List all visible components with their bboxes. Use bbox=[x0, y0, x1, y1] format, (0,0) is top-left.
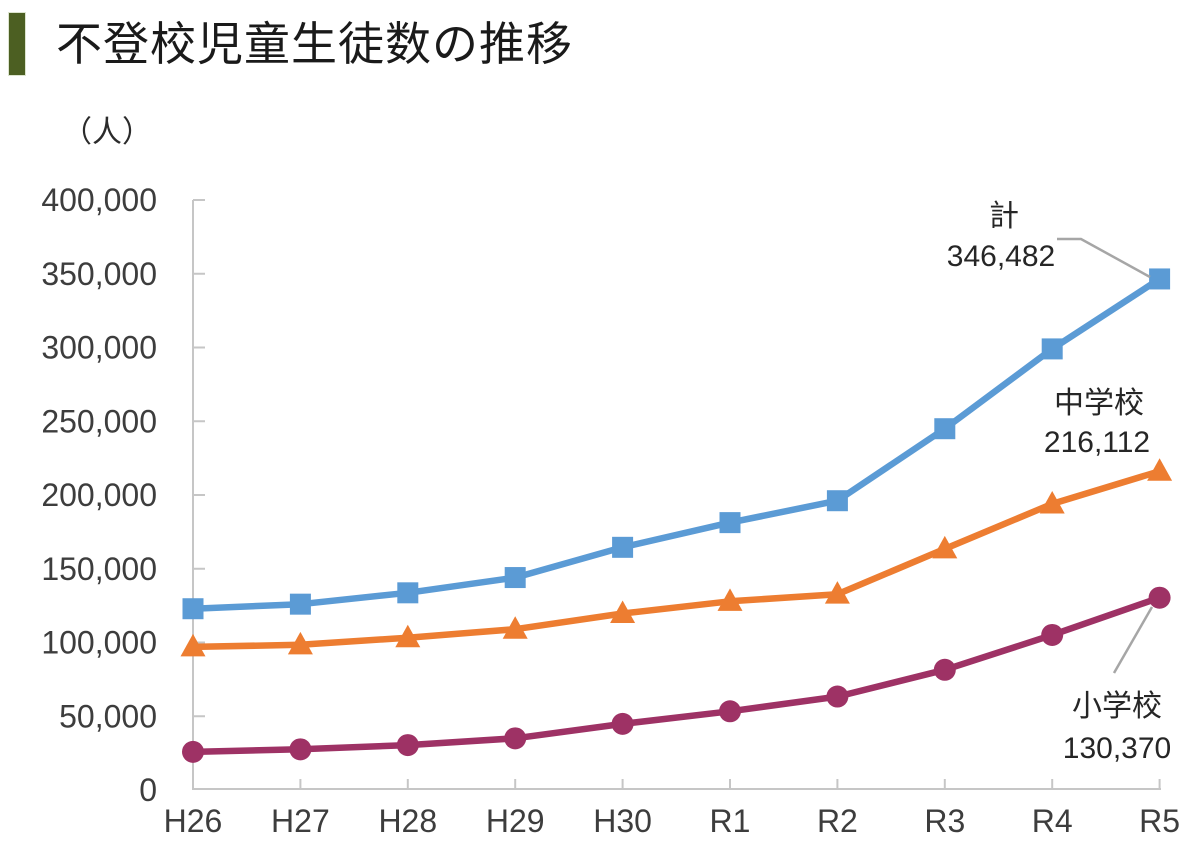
data-point-marker-triangle bbox=[1039, 490, 1065, 514]
y-axis-tick-label: 100,000 bbox=[41, 625, 157, 661]
data-point-marker-square bbox=[1149, 268, 1171, 290]
series-line-square bbox=[189, 275, 1163, 612]
y-axis-tick-label: 300,000 bbox=[41, 330, 157, 366]
x-axis-tick-label: R2 bbox=[817, 803, 858, 839]
data-point-marker-circle bbox=[611, 712, 634, 735]
x-axis-tick-label: R1 bbox=[710, 803, 751, 839]
data-point-marker-circle bbox=[826, 685, 849, 708]
title-accent-bar bbox=[8, 12, 26, 76]
data-point-marker-circle bbox=[719, 700, 741, 723]
annotation-series-label: 小学校 bbox=[1072, 690, 1162, 723]
data-point-marker-square bbox=[934, 418, 956, 440]
data-point-marker-square bbox=[719, 512, 741, 534]
data-point-marker-triangle bbox=[1147, 458, 1173, 481]
y-axis-tick-label: 350,000 bbox=[41, 256, 157, 292]
data-point-marker-square bbox=[504, 567, 526, 589]
y-axis-tick-label: 0 bbox=[139, 772, 157, 808]
x-axis-tick-label: R4 bbox=[1032, 803, 1073, 839]
annotation-series-label: 中学校 bbox=[1054, 387, 1144, 420]
y-axis-tick-label: 50,000 bbox=[59, 698, 157, 734]
data-point-marker-triangle bbox=[395, 624, 421, 648]
page-title: 不登校児童生徒数の推移 bbox=[56, 17, 573, 70]
data-point-marker-triangle bbox=[932, 535, 958, 559]
annotation-leader-line bbox=[1057, 237, 1151, 279]
data-point-marker-triangle bbox=[180, 633, 206, 657]
annotation-value-label: 216,112 bbox=[1044, 426, 1150, 459]
x-axis-tick-label: R3 bbox=[924, 803, 965, 839]
data-point-marker-circle bbox=[396, 734, 419, 757]
series-line-circle bbox=[189, 594, 1163, 756]
data-point-marker-square bbox=[1041, 338, 1063, 360]
data-point-marker-circle bbox=[933, 658, 956, 681]
x-axis-tick-label: H30 bbox=[593, 803, 652, 839]
data-point-marker-circle bbox=[504, 727, 527, 750]
data-point-marker-square bbox=[397, 582, 419, 604]
y-axis-tick-label: 150,000 bbox=[41, 551, 157, 587]
data-point-marker-square bbox=[612, 536, 634, 558]
x-axis-tick-label: H26 bbox=[164, 803, 223, 839]
data-point-marker-square bbox=[826, 490, 848, 512]
x-axis-tick-label: H28 bbox=[378, 803, 437, 839]
x-axis-tick-label: H27 bbox=[271, 803, 330, 839]
data-point-marker-triangle bbox=[287, 631, 313, 655]
annotation-series-label: 計 bbox=[989, 200, 1019, 233]
data-point-marker-circle bbox=[289, 738, 312, 761]
data-point-marker-triangle bbox=[717, 588, 743, 611]
x-axis-tick-label: R5 bbox=[1139, 803, 1180, 839]
y-axis-tick-label: 250,000 bbox=[41, 403, 157, 439]
series-line-triangle bbox=[189, 467, 1163, 651]
data-point-marker-triangle bbox=[610, 600, 636, 623]
annotation-value-label: 130,370 bbox=[1063, 732, 1171, 765]
y-axis-tick-label: 200,000 bbox=[41, 477, 157, 513]
data-point-marker-triangle bbox=[824, 581, 850, 604]
annotation-value-label: 346,482 bbox=[947, 240, 1055, 273]
data-point-marker-triangle bbox=[502, 616, 528, 639]
x-axis-tick-label: H29 bbox=[486, 803, 545, 839]
data-point-marker-circle bbox=[182, 740, 204, 763]
data-point-marker-square bbox=[182, 598, 204, 620]
annotation-leader-line bbox=[1112, 606, 1154, 674]
y-axis-tick-label: 400,000 bbox=[41, 182, 157, 218]
y-axis-unit-label: （人） bbox=[62, 116, 152, 149]
data-point-marker-circle bbox=[1148, 586, 1171, 609]
data-point-marker-square bbox=[289, 593, 311, 615]
chart-header: 不登校児童生徒数の推移 bbox=[8, 12, 573, 76]
data-point-marker-circle bbox=[1041, 623, 1064, 646]
